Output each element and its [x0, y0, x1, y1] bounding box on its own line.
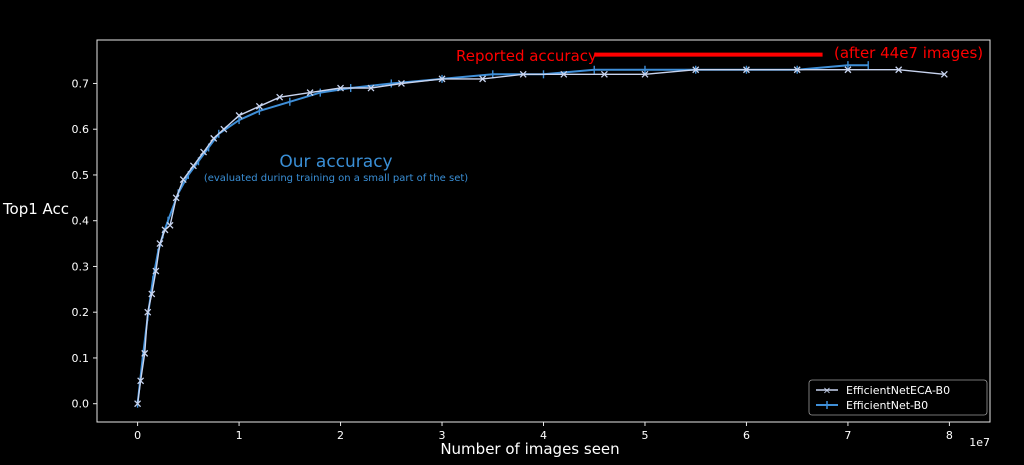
data-point	[397, 80, 405, 87]
reported-accuracy-label: Reported accuracy	[456, 47, 597, 65]
data-point	[367, 84, 375, 92]
y-axis-title: Top1 Acc	[2, 200, 69, 218]
y-tick-label: 0.6	[72, 123, 90, 136]
y-tick-label: 0.0	[72, 398, 90, 411]
data-point	[519, 70, 527, 78]
data-point	[172, 194, 180, 202]
data-point	[692, 66, 700, 74]
legend-marker-eca: ×	[823, 386, 831, 397]
x-axis-offset-label: 1e7	[969, 436, 990, 449]
data-point	[179, 176, 187, 183]
x-tick-label: 0	[134, 429, 141, 442]
y-tick-label: 0.4	[72, 215, 90, 228]
data-point	[742, 66, 750, 74]
legend-label-b0: EfficientNet-B0	[846, 399, 928, 412]
legend-box	[808, 379, 988, 416]
series-layer	[134, 61, 948, 408]
data-point	[940, 70, 948, 78]
x-tick-label: 5	[641, 429, 648, 442]
data-point	[210, 134, 218, 142]
x-tick-label: 7	[844, 429, 851, 442]
y-tick-label: 0.5	[72, 169, 90, 182]
x-tick-label: 1	[236, 429, 243, 442]
x-tick-label: 4	[540, 429, 547, 442]
x-tick-label: 2	[337, 429, 344, 442]
data-point	[600, 70, 608, 78]
plot-frame	[96, 39, 991, 423]
data-point	[306, 89, 314, 97]
data-point	[479, 75, 487, 83]
data-point	[844, 66, 852, 74]
y-tick-label: 0.1	[72, 352, 90, 365]
data-point	[255, 102, 263, 110]
our-accuracy-note: (evaluated during training on a small pa…	[204, 173, 468, 184]
data-point	[560, 70, 568, 78]
reported-accuracy-note: (after 44e7 images)	[834, 44, 983, 62]
data-point	[895, 66, 903, 74]
data-point	[235, 112, 243, 119]
data-point	[189, 162, 197, 170]
axis-ticks: 0 1 2 3 4 5 6 7 8 0.0 0.1 0.2 0.3 0.4 0.5 0.6 0.7	[72, 77, 953, 442]
x-tick-label: 8	[946, 429, 953, 442]
data-point	[134, 400, 142, 408]
data-point	[337, 84, 345, 92]
data-point	[200, 148, 208, 156]
series-efficientneteca-b0	[134, 66, 948, 408]
data-point	[793, 66, 801, 74]
y-tick-label: 0.7	[72, 77, 90, 90]
x-tick-label: 3	[439, 429, 446, 442]
data-point	[220, 125, 228, 133]
our-accuracy-label: Our accuracy	[279, 152, 392, 172]
y-tick-label: 0.2	[72, 306, 90, 319]
data-point	[152, 267, 160, 275]
series-line	[136, 68, 945, 404]
data-point	[141, 349, 149, 357]
data-point	[438, 75, 446, 83]
data-point	[166, 221, 174, 229]
data-point	[156, 240, 164, 248]
x-tick-label: 6	[743, 429, 750, 442]
data-point	[276, 93, 284, 101]
data-point	[144, 308, 152, 316]
data-point	[148, 290, 156, 298]
x-axis-title: Number of images seen	[440, 440, 619, 458]
y-tick-label: 0.3	[72, 260, 90, 273]
data-point	[641, 70, 649, 78]
data-point	[137, 377, 145, 385]
legend: × EfficientNetECA-B0 EfficientNet-B0	[808, 379, 988, 416]
legend-label-eca: EfficientNetECA-B0	[846, 384, 950, 397]
